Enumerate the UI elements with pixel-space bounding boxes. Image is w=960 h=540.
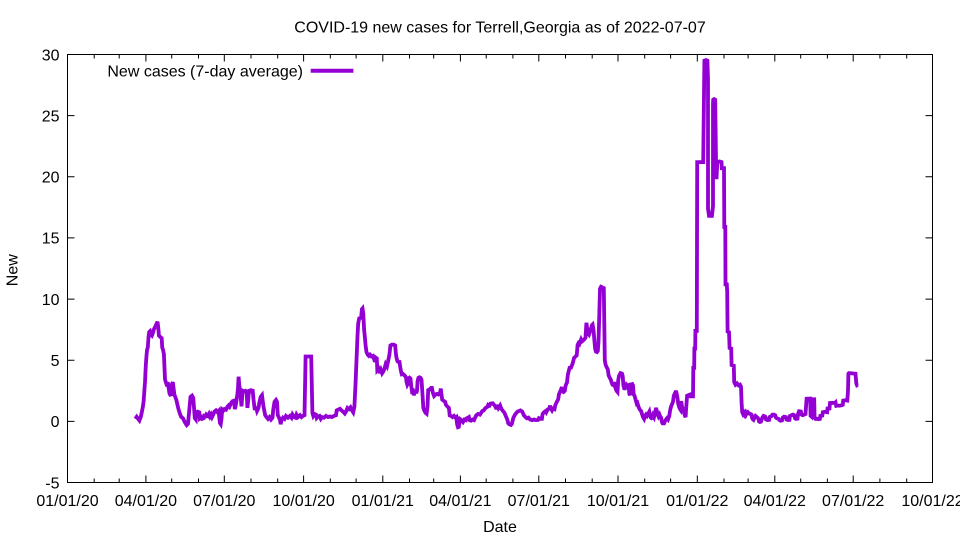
- svg-text:10/01/21: 10/01/21: [587, 493, 649, 510]
- svg-text:New cases (7-day average): New cases (7-day average): [107, 63, 303, 80]
- svg-text:07/01/20: 07/01/20: [193, 493, 255, 510]
- svg-text:01/01/22: 01/01/22: [666, 493, 728, 510]
- svg-text:15: 15: [42, 231, 60, 248]
- svg-text:04/01/22: 04/01/22: [744, 493, 806, 510]
- svg-text:25: 25: [42, 108, 60, 125]
- svg-text:04/01/21: 04/01/21: [429, 493, 491, 510]
- svg-text:01/01/20: 01/01/20: [36, 493, 98, 510]
- svg-text:Date: Date: [483, 519, 517, 536]
- svg-text:04/01/20: 04/01/20: [115, 493, 177, 510]
- svg-text:07/01/22: 07/01/22: [822, 493, 884, 510]
- svg-text:07/01/21: 07/01/21: [508, 493, 570, 510]
- svg-text:-5: -5: [45, 475, 59, 492]
- svg-text:10/01/20: 10/01/20: [272, 493, 334, 510]
- svg-text:0: 0: [51, 414, 60, 431]
- svg-text:01/01/21: 01/01/21: [352, 493, 414, 510]
- svg-text:30: 30: [42, 47, 60, 64]
- svg-text:10: 10: [42, 292, 60, 309]
- svg-text:COVID-19 new cases for Terrell: COVID-19 new cases for Terrell,Georgia a…: [294, 20, 706, 37]
- svg-text:New: New: [5, 254, 22, 286]
- svg-text:10/01/22: 10/01/22: [901, 493, 960, 510]
- svg-text:20: 20: [42, 170, 60, 187]
- svg-text:5: 5: [51, 353, 60, 370]
